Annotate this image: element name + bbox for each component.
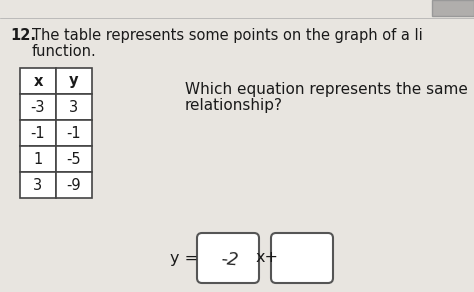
- Text: x+: x+: [256, 251, 279, 265]
- Bar: [20, 146, 56, 172]
- Bar: [56, 172, 92, 198]
- Text: -1: -1: [67, 126, 82, 140]
- Text: relationship?: relationship?: [185, 98, 283, 113]
- Bar: [56, 146, 92, 172]
- Bar: [20, 172, 56, 198]
- Text: 3: 3: [34, 178, 43, 192]
- Bar: [56, 68, 92, 94]
- Bar: [56, 94, 92, 120]
- Text: -2: -2: [220, 250, 240, 270]
- Text: function.: function.: [32, 44, 97, 59]
- Text: 12.: 12.: [10, 28, 36, 43]
- FancyBboxPatch shape: [271, 233, 333, 283]
- Text: Which equation represents the same: Which equation represents the same: [185, 82, 468, 97]
- Text: y =: y =: [170, 251, 198, 265]
- Bar: [432, 0, 474, 16]
- Bar: [20, 68, 56, 94]
- Text: 3: 3: [69, 100, 79, 114]
- Text: The table represents some points on the graph of a li: The table represents some points on the …: [32, 28, 423, 43]
- Text: -3: -3: [31, 100, 45, 114]
- Text: -9: -9: [67, 178, 82, 192]
- Text: -5: -5: [67, 152, 82, 166]
- Text: 1: 1: [33, 152, 43, 166]
- Bar: [20, 94, 56, 120]
- Bar: [20, 120, 56, 146]
- Text: x: x: [33, 74, 43, 88]
- Text: -1: -1: [31, 126, 46, 140]
- Bar: [56, 120, 92, 146]
- FancyBboxPatch shape: [197, 233, 259, 283]
- Text: y: y: [69, 74, 79, 88]
